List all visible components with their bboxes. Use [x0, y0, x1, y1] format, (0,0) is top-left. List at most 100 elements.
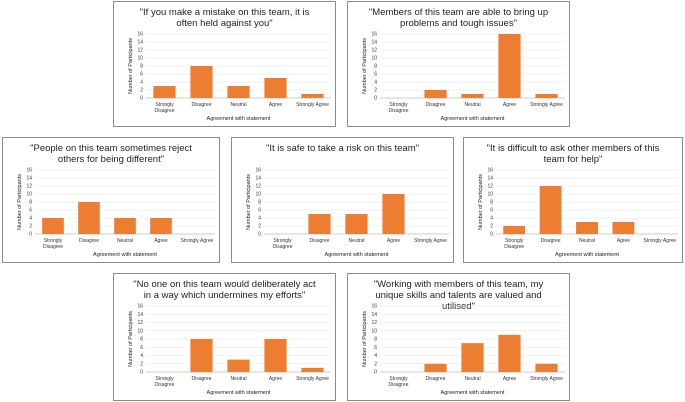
bar — [301, 367, 324, 372]
y-tick-label: 14 — [26, 176, 32, 182]
y-tick-label: 14 — [137, 312, 143, 318]
y-tick-label: 4 — [258, 216, 261, 222]
x-axis-label: Agreement with statement — [325, 252, 389, 258]
bar — [150, 218, 172, 234]
bar — [227, 86, 250, 98]
y-tick-label: 0 — [374, 96, 377, 102]
x-tick-label: Disagree — [425, 376, 445, 382]
y-tick-label: 8 — [374, 64, 377, 70]
x-tick-label: Strongly — [44, 238, 63, 244]
bar — [264, 339, 287, 372]
x-tick-label: Disagree — [272, 244, 292, 250]
bar — [535, 94, 558, 98]
y-tick-label: 6 — [374, 72, 377, 78]
y-tick-label: 12 — [487, 184, 493, 190]
x-tick-label: Strongly — [505, 238, 524, 244]
bar — [424, 90, 447, 98]
bar — [345, 214, 368, 234]
x-tick-label: Agree — [617, 238, 631, 244]
bar — [153, 86, 176, 98]
y-tick-label: 0 — [490, 232, 493, 238]
chart-title: "If you make a mistake on this team, it … — [139, 7, 310, 29]
bar — [78, 202, 100, 234]
x-tick-label: Neutral — [230, 376, 246, 382]
y-tick-label: 16 — [371, 304, 377, 310]
x-tick-label: Neutral — [348, 238, 364, 244]
y-axis-label: Number of Participants — [362, 38, 368, 94]
y-tick-label: 14 — [137, 40, 143, 46]
y-tick-label: 8 — [140, 64, 143, 70]
bar — [498, 334, 521, 372]
y-tick-label: 0 — [140, 370, 143, 376]
x-tick-label: Neutral — [464, 376, 480, 382]
x-tick-label: Neutral — [117, 238, 133, 244]
x-tick-label: Strongly Agree — [643, 238, 676, 244]
x-axis-label: Agreement with statement — [441, 116, 505, 122]
y-tick-label: 10 — [371, 328, 377, 334]
x-tick-label: Neutral — [230, 102, 246, 108]
x-tick-label: Disagree — [504, 244, 524, 250]
bar — [42, 218, 64, 234]
bar — [190, 339, 213, 372]
x-tick-label: Strongly — [155, 102, 174, 108]
y-tick-label: 16 — [137, 32, 143, 38]
x-tick-label: Disagree — [79, 238, 99, 244]
x-tick-label: Neutral — [464, 102, 480, 108]
chart-panel-4: "It is safe to take a risk on this team"… — [231, 137, 454, 263]
y-tick-label: 6 — [490, 208, 493, 214]
x-tick-label: Strongly Agree — [414, 238, 447, 244]
x-tick-label: Disagree — [191, 376, 211, 382]
y-tick-label: 10 — [371, 56, 377, 62]
y-tick-label: 12 — [137, 48, 143, 54]
y-tick-label: 16 — [26, 168, 32, 174]
y-tick-label: 2 — [29, 224, 32, 230]
y-tick-label: 6 — [29, 208, 32, 214]
y-tick-label: 6 — [140, 72, 143, 78]
bar — [461, 343, 484, 372]
x-tick-label: Disagree — [388, 108, 408, 114]
x-tick-label: Strongly Agree — [181, 238, 214, 244]
y-tick-label: 6 — [374, 345, 377, 351]
x-tick-label: Agree — [387, 238, 401, 244]
chart-title: "It is safe to take a risk on this team" — [265, 143, 419, 154]
x-tick-label: Disagree — [191, 102, 211, 108]
chart-title: "It is difficult to ask other members of… — [486, 143, 660, 165]
bar — [424, 363, 447, 372]
y-axis-label: Number of Participants — [246, 174, 252, 230]
chart-title: "Members of this team are able to bring … — [368, 7, 549, 29]
y-tick-label: 10 — [137, 56, 143, 62]
y-tick-label: 16 — [487, 168, 493, 174]
y-tick-label: 10 — [255, 192, 261, 198]
y-tick-label: 8 — [29, 200, 32, 206]
y-tick-label: 2 — [374, 88, 377, 94]
x-tick-label: Strongly Agree — [530, 102, 563, 108]
y-tick-label: 16 — [371, 32, 377, 38]
bar — [227, 359, 250, 372]
x-tick-label: Agree — [269, 102, 283, 108]
bar — [612, 222, 635, 234]
y-tick-label: 12 — [371, 48, 377, 54]
x-tick-label: Disagree — [425, 102, 445, 108]
y-tick-label: 4 — [374, 353, 377, 359]
bar — [308, 214, 331, 234]
chart-panel-2: "Members of this team are able to bring … — [347, 1, 570, 127]
x-tick-label: Neutral — [579, 238, 595, 244]
y-tick-label: 4 — [374, 80, 377, 86]
x-tick-label: Strongly — [389, 376, 408, 382]
y-tick-label: 10 — [487, 192, 493, 198]
y-tick-label: 16 — [255, 168, 261, 174]
x-tick-label: Agree — [154, 238, 168, 244]
bar — [576, 222, 598, 234]
y-tick-label: 8 — [258, 200, 261, 206]
chart-panel-5: "It is difficult to ask other members of… — [463, 137, 683, 263]
y-tick-label: 14 — [371, 312, 377, 318]
bar — [264, 78, 287, 98]
y-tick-label: 6 — [258, 208, 261, 214]
y-axis-label: Number of Participants — [478, 174, 484, 230]
y-tick-label: 12 — [26, 184, 32, 190]
y-tick-label: 8 — [374, 337, 377, 343]
y-axis-label: Number of Participants — [128, 311, 134, 367]
